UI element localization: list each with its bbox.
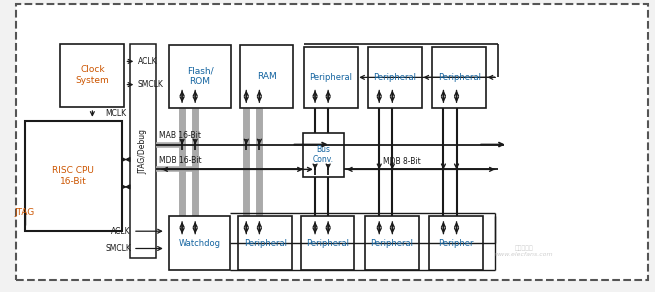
Bar <box>432 47 486 108</box>
Text: Clock
System: Clock System <box>75 65 109 85</box>
Bar <box>429 216 483 270</box>
Text: SMCLK: SMCLK <box>138 80 164 89</box>
Bar <box>60 44 124 107</box>
Text: SMCLK: SMCLK <box>105 244 131 253</box>
Text: Peripheral: Peripheral <box>370 239 413 248</box>
Text: Bus
Conv.: Bus Conv. <box>312 145 334 164</box>
Text: ACLK: ACLK <box>138 57 157 66</box>
Text: RAM: RAM <box>257 72 276 81</box>
Bar <box>240 45 293 108</box>
Text: Peripheral: Peripheral <box>438 73 481 82</box>
Bar <box>169 45 231 108</box>
Text: Peripher: Peripher <box>438 239 474 248</box>
Text: RISC CPU
16-Bit: RISC CPU 16-Bit <box>52 166 94 186</box>
Bar <box>304 47 358 108</box>
Text: JTAG: JTAG <box>14 208 35 217</box>
Bar <box>25 121 122 231</box>
Bar <box>365 216 419 270</box>
Text: Peripheral: Peripheral <box>244 239 287 248</box>
Text: Peripheral: Peripheral <box>373 73 417 82</box>
Bar <box>368 47 422 108</box>
Text: JTAG/Debug: JTAG/Debug <box>138 128 147 174</box>
Text: ACLK: ACLK <box>111 227 131 236</box>
Text: MDB 8-Bit: MDB 8-Bit <box>383 157 421 166</box>
Bar <box>130 44 156 258</box>
Bar <box>303 133 344 177</box>
Bar <box>301 216 354 270</box>
Text: MCLK: MCLK <box>105 110 126 118</box>
Text: Peripheral: Peripheral <box>309 73 352 82</box>
Bar <box>238 216 292 270</box>
Text: MDB 16-Bit: MDB 16-Bit <box>159 156 202 165</box>
Text: MAB 16-Bit: MAB 16-Bit <box>159 131 201 140</box>
Text: Peripheral: Peripheral <box>306 239 349 248</box>
Text: Watchdog: Watchdog <box>178 239 221 248</box>
Text: Flash/
ROM: Flash/ ROM <box>187 67 214 86</box>
Text: 电子发烧友
www.elecfans.com: 电子发烧友 www.elecfans.com <box>495 245 553 257</box>
Bar <box>169 216 230 270</box>
